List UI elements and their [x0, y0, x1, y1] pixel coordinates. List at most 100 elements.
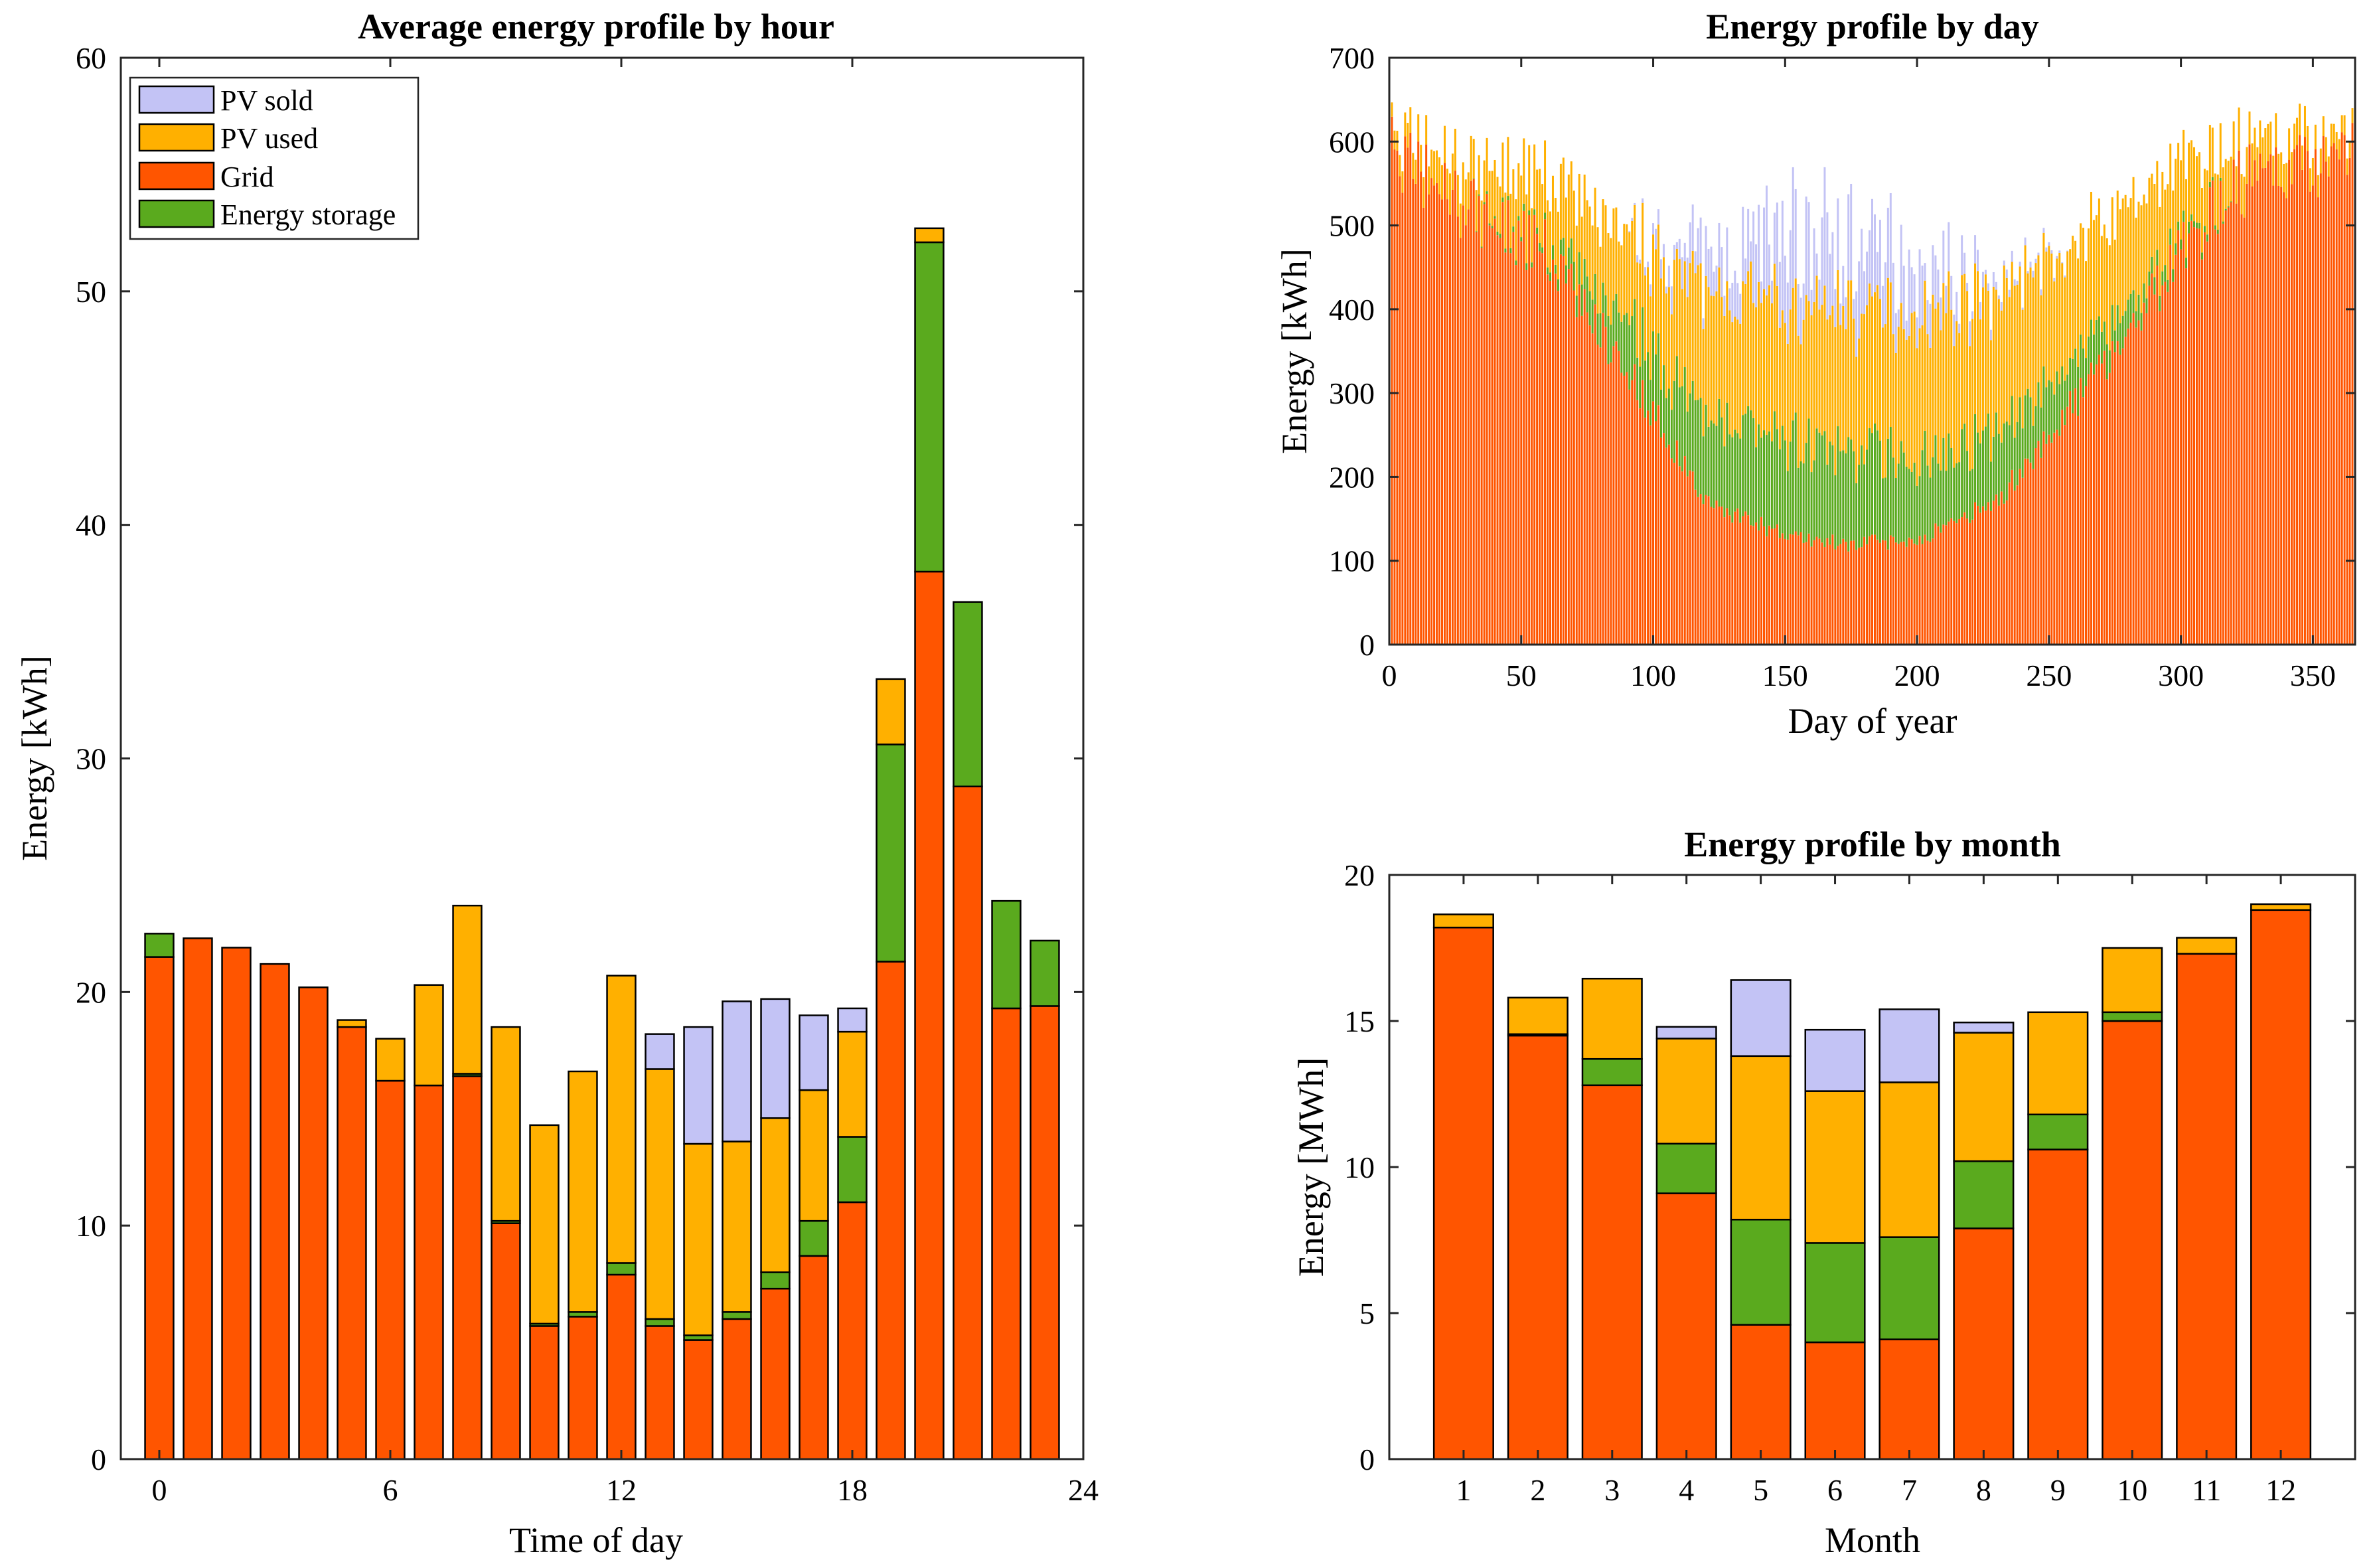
daily-bar-storage-65 [1559, 239, 1562, 255]
hourly-bar-storage-18 [837, 1136, 868, 1204]
daily-bar-pv-used-161 [1813, 301, 1815, 461]
daily-bar-pv-used-103 [1659, 278, 1662, 390]
daily-bar-pv-used-191 [1892, 334, 1894, 458]
daily-bar-storage-88 [1620, 321, 1623, 373]
daily-bar-grid-9 [1412, 179, 1415, 645]
daily-bar-pv-used-209 [1940, 330, 1942, 471]
daily-bar-pv-used-52 [1525, 194, 1528, 264]
daily-bar-grid-313 [2214, 229, 2216, 645]
daily-bar-storage-199 [1913, 462, 1916, 544]
daily-bar-pv-sold-257 [2066, 250, 2069, 252]
daily-bar-pv-used-288 [2148, 177, 2151, 272]
daily-bar-grid-94 [1636, 400, 1639, 645]
daily-bar-storage-183 [1871, 433, 1873, 535]
daily-bar-grid-262 [2080, 378, 2082, 645]
daily-bar-storage-221 [1971, 469, 1974, 520]
daily-bar-grid-161 [1813, 540, 1815, 645]
daily-bar-grid-260 [2074, 388, 2077, 645]
daily-bar-pv-used-119 [1702, 329, 1705, 437]
monthly-bar-pv-used-1 [1432, 913, 1494, 929]
daily-bar-pv-sold-212 [1948, 222, 1950, 272]
daily-xtick-label: 350 [2290, 659, 2336, 692]
daily-bar-grid-297 [2172, 281, 2175, 645]
monthly-bar-pv-sold-7 [1878, 1008, 1940, 1083]
daily-bar-pv-used-347 [2303, 106, 2306, 137]
daily-bar-pv-used-263 [2082, 228, 2085, 349]
hourly-bar-storage-23 [1030, 939, 1060, 1007]
daily-bar-pv-used-222 [1974, 263, 1977, 414]
daily-bar-grid-14 [1425, 144, 1428, 645]
daily-bar-pv-sold-165 [1823, 167, 1826, 286]
daily-bar-pv-sold-241 [2024, 237, 2027, 246]
daily-bar-pv-used-315 [2219, 123, 2222, 178]
daily-bar-storage-67 [1565, 265, 1567, 283]
daily-bar-grid-292 [2159, 311, 2161, 645]
daily-bar-storage-212 [1948, 433, 1950, 522]
daily-bar-grid-312 [2211, 180, 2214, 645]
daily-bar-storage-81 [1602, 282, 1604, 313]
hourly-bar-pv-sold-16 [760, 998, 791, 1119]
daily-ytick-label: 500 [1329, 209, 1375, 243]
daily-bar-grid-130 [1731, 522, 1734, 645]
daily-bar-grid-159 [1807, 533, 1810, 645]
monthly-xtick-label: 12 [2265, 1473, 2296, 1507]
daily-bar-pv-used-362 [2343, 115, 2346, 135]
daily-bar-pv-used-358 [2333, 123, 2335, 143]
daily-bar-storage-164 [1821, 435, 1823, 543]
daily-bar-pv-sold-208 [1937, 270, 1940, 303]
daily-bar-pv-sold-113 [1686, 258, 1689, 297]
daily-bar-pv-sold-215 [1955, 291, 1958, 321]
daily-bar-pv-used-193 [1897, 327, 1900, 464]
hourly-bar-pv-sold-14 [683, 1026, 714, 1145]
daily-bar-grid-23 [1448, 214, 1451, 645]
daily-bar-grid-186 [1878, 542, 1881, 645]
daily-bar-pv-sold-173 [1845, 297, 1847, 330]
daily-bar-grid-115 [1691, 471, 1694, 645]
daily-bar-storage-177 [1855, 483, 1858, 550]
legend-swatch-pv-sold [138, 85, 215, 114]
monthly-bar-storage-7 [1878, 1236, 1940, 1340]
daily-bar-storage-242 [2027, 388, 2029, 459]
daily-bar-pv-used-71 [1575, 225, 1578, 296]
daily-bar-pv-used-360 [2338, 139, 2340, 160]
daily-bar-storage-82 [1604, 295, 1607, 327]
hourly-bar-storage-16 [760, 1271, 791, 1290]
daily-bar-pv-sold-211 [1945, 285, 1948, 313]
daily-bar-storage-260 [2074, 349, 2077, 389]
daily-bar-grid-13 [1422, 207, 1425, 645]
daily-bar-storage-39 [1491, 226, 1494, 228]
daily-bar-grid-179 [1861, 547, 1863, 645]
daily-bar-pv-used-2 [1393, 130, 1396, 150]
daily-bar-storage-42 [1499, 234, 1501, 238]
hourly-bar-pv-used-10 [529, 1124, 560, 1325]
daily-bar-storage-75 [1586, 276, 1588, 313]
daily-bar-storage-216 [1958, 462, 1961, 519]
daily-bar-storage-98 [1647, 352, 1649, 411]
daily-bar-grid-2 [1393, 149, 1396, 645]
daily-bar-storage-251 [2050, 382, 2053, 443]
daily-bar-storage-122 [1710, 420, 1713, 507]
monthly-bar-storage-4 [1655, 1142, 1717, 1194]
daily-bar-pv-sold-102 [1657, 209, 1659, 225]
daily-bar-storage-285 [2140, 313, 2143, 331]
daily-bar-pv-used-188 [1884, 324, 1886, 478]
daily-bar-storage-240 [2021, 428, 2024, 478]
daily-bar-storage-311 [2208, 181, 2211, 188]
daily-bar-pv-used-321 [2235, 166, 2238, 204]
daily-bar-pv-used-180 [1863, 314, 1866, 465]
daily-bar-pv-used-297 [2172, 191, 2175, 270]
daily-bar-storage-174 [1847, 437, 1850, 552]
daily-bar-pv-used-292 [2159, 206, 2161, 296]
hourly-bar-storage-20 [914, 241, 945, 573]
daily-bar-pv-used-253 [2056, 258, 2058, 372]
daily-bar-storage-308 [2200, 252, 2203, 260]
daily-bar-pv-sold-166 [1826, 212, 1829, 320]
daily-bar-pv-sold-137 [1750, 241, 1752, 262]
daily-bar-storage-317 [2224, 208, 2227, 210]
monthly-bar-pv-sold-5 [1730, 979, 1792, 1058]
daily-bar-grid-121 [1707, 496, 1710, 645]
daily-bar-pv-used-90 [1626, 224, 1628, 313]
daily-bar-storage-93 [1634, 299, 1636, 364]
daily-bar-grid-62 [1551, 260, 1554, 645]
daily-bar-storage-283 [2135, 311, 2137, 328]
